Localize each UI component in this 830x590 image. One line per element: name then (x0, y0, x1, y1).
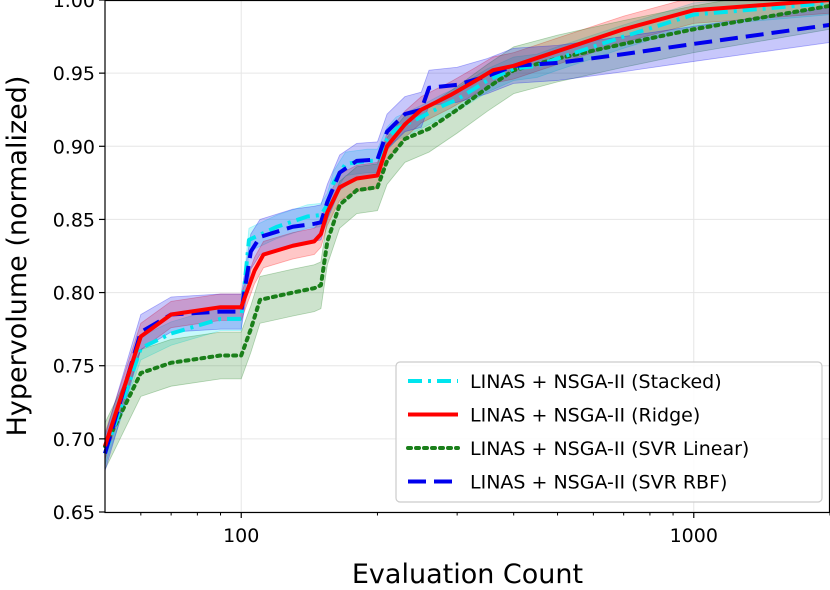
y-tick-label: 0.65 (53, 502, 95, 524)
series-line (103, 0, 830, 447)
legend: LINAS + NSGA-II (Stacked) LINAS + NSGA-II… (395, 361, 823, 503)
y-tick-label: 0.80 (53, 283, 95, 305)
y-tick-label: 0.75 (53, 356, 95, 378)
y-tick-label: 0.95 (53, 63, 95, 85)
y-axis-label: Hypervolume (normalized) (2, 76, 33, 437)
legend-label: LINAS + NSGA-II (SVR RBF) (470, 472, 727, 494)
legend-label: LINAS + NSGA-II (Ridge) (470, 405, 700, 427)
y-tick-label: 0.90 (53, 136, 95, 158)
series-line (103, 0, 830, 455)
confidence-band (104, 0, 830, 470)
y-tick-label: 0.70 (53, 429, 95, 451)
series-lines (103, 0, 830, 455)
x-axis-label: Evaluation Count (352, 559, 583, 590)
grid (105, 0, 830, 513)
legend-label: LINAS + NSGA-II (Stacked) (470, 371, 722, 393)
legend-label: LINAS + NSGA-II (SVR Linear) (470, 438, 749, 460)
y-tick-label: 0.85 (53, 209, 95, 231)
y-tick-label: 1.00 (53, 0, 95, 12)
x-tick-label: 100 (223, 525, 259, 547)
axis-ticks: 0.65 0.70 0.75 0.80 0.85 0.90 0.95 1.00 100 1000 (53, 0, 830, 547)
x-tick-label: 1000 (670, 525, 718, 547)
legend-box (395, 361, 823, 503)
